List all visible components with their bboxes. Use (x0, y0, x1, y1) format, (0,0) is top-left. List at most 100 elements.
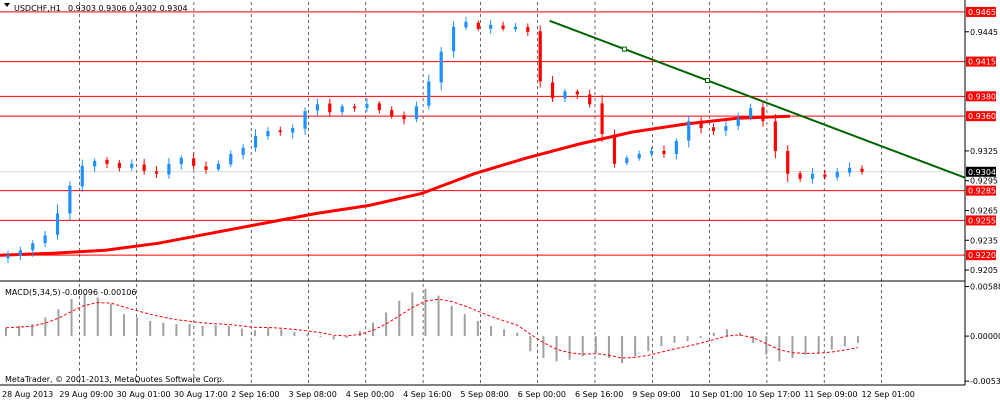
macd-bar (830, 336, 833, 350)
horizontal-levels[interactable]: 0.94650.94150.93800.93600.92850.92550.92… (0, 6, 996, 261)
macd-bar (857, 336, 859, 343)
candle-body (216, 163, 221, 170)
candle-body (823, 174, 827, 177)
macd-bar (634, 336, 637, 357)
macd-bar (136, 317, 139, 337)
level-price-label: 0.9415 (968, 58, 996, 67)
candle-body (80, 165, 84, 187)
x-tick-label: 2 Sep 16:00 (231, 390, 279, 399)
candle-body (328, 103, 332, 113)
macd-bar (647, 336, 650, 352)
x-tick-label: 6 Sep 00:00 (518, 390, 566, 399)
x-tick-label: 3 Sep 08:00 (289, 390, 337, 399)
macd-bar (18, 325, 21, 337)
macd-bar (188, 324, 191, 337)
trendline-line[interactable] (549, 19, 966, 179)
candle-body (724, 126, 728, 131)
candle-body (711, 127, 716, 132)
candle-body (303, 111, 307, 129)
macd-bar (581, 336, 584, 357)
moving-average-line (0, 114, 791, 257)
macd-bar (70, 299, 73, 337)
trendline[interactable] (549, 19, 966, 179)
macd-bar (175, 324, 178, 337)
x-tick-label: 30 Aug 17:00 (174, 390, 228, 399)
macd-bar (372, 322, 375, 337)
moving-average (0, 114, 791, 257)
candle-body (526, 27, 530, 32)
candle-body (699, 120, 703, 129)
dropdown-triangle-icon[interactable] (4, 3, 10, 7)
macd-bar (594, 336, 597, 353)
candle-body (414, 106, 419, 119)
trendline-handle[interactable] (705, 77, 711, 83)
candle-body (365, 104, 369, 108)
candle-body (253, 136, 258, 148)
candle-body (513, 26, 518, 30)
candle-body (117, 162, 121, 168)
candle-body (167, 163, 171, 175)
candle-body (439, 51, 443, 83)
x-tick-label: 5 Sep 08:00 (460, 390, 508, 399)
macd-bar (516, 332, 519, 337)
candle-body (192, 158, 196, 166)
macd-bar (739, 332, 742, 337)
macd-bar (319, 336, 322, 338)
macd-bar (201, 325, 204, 337)
copyright-text: MetaTrader, © 2001-2013, MetaQuotes Soft… (5, 375, 224, 384)
candle-body (179, 157, 183, 165)
macd-bar (778, 336, 781, 362)
macd-bar (96, 297, 99, 337)
candle-body (501, 25, 505, 29)
level-price-box (966, 185, 996, 196)
candle-body (43, 235, 47, 244)
x-tick-label: 10 Sep 01:00 (690, 390, 743, 399)
x-tick-label: 12 Sep 01:00 (862, 390, 915, 399)
level-price-box (966, 56, 996, 67)
macd-bar (463, 314, 466, 337)
candle-body (649, 150, 654, 154)
candle-body (427, 81, 431, 106)
candle-body (154, 171, 159, 174)
level-price-box (966, 250, 996, 261)
level-price-box (966, 215, 996, 226)
macd-bar (31, 324, 34, 337)
macd-bar (621, 336, 624, 364)
trendline-handle[interactable] (621, 46, 627, 52)
candle-body (761, 107, 765, 122)
macd-bar (843, 336, 846, 347)
macd-bar (385, 312, 388, 337)
candle-body (352, 106, 357, 109)
level-price-label: 0.9285 (968, 187, 996, 196)
macd-bar (57, 309, 60, 337)
candle-body (377, 103, 381, 111)
macd-bar (358, 331, 361, 337)
chart-symbol: USDCHF,H1 (14, 4, 61, 13)
macd-bar (476, 320, 479, 337)
macd-bar (437, 295, 440, 337)
macd-bar (568, 336, 571, 360)
y-tick-label: 0.9265 (970, 207, 998, 216)
macd-name: MACD(5,34,5) (5, 288, 61, 297)
candle-body (860, 168, 864, 172)
macd-bar (162, 322, 165, 337)
macd-bar (398, 300, 401, 337)
macd-tick-label: -0.00534 (970, 377, 1000, 386)
macd-bar (450, 305, 453, 337)
macd-bar (83, 293, 86, 337)
macd-tick-label: 0.00000 (970, 332, 1000, 341)
macd-bar (332, 336, 335, 340)
candle-body (798, 173, 802, 179)
candle-body (18, 250, 22, 256)
candle-body (835, 171, 839, 178)
candle-body (600, 103, 604, 135)
candle-body (674, 141, 678, 155)
candle-body (390, 110, 394, 117)
candle-body (588, 94, 592, 105)
macd-bar (240, 328, 243, 337)
x-tick-label: 28 Aug 2013 (2, 390, 53, 399)
